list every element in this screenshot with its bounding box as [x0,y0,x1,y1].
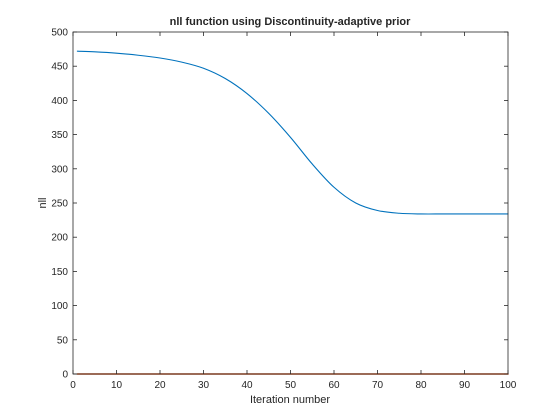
x-tick-label: 0 [70,380,76,391]
chart-title: nll function using Discontinuity-adaptiv… [170,16,412,28]
x-tick-label: 10 [111,380,123,391]
y-tick-label: 0 [62,370,68,381]
x-axis-label: Iteration number [250,394,330,406]
y-tick-label: 250 [51,199,68,210]
x-tick-label: 20 [154,380,166,391]
y-axis-label: nll [37,197,49,208]
x-tick-label: 70 [372,380,384,391]
x-tick-label: 90 [459,380,471,391]
x-tick-label: 50 [285,380,297,391]
y-tick-label: 500 [51,28,68,39]
x-tick-label: 30 [198,380,210,391]
series-line-1 [76,50,509,215]
y-tick-label: 100 [51,301,68,312]
y-tick-label: 400 [51,96,68,107]
y-tick-label: 50 [57,335,69,346]
ticks-layer: 0 10 20 30 40 50 60 70 80 90 100 0 50 100 150 200 250 300… [51,28,516,392]
x-tick-label: 40 [241,380,253,391]
y-tick-label: 300 [51,164,68,175]
x-tick-label: 100 [500,380,517,391]
y-tick-label: 150 [51,267,68,278]
plot-background [73,32,508,374]
y-tick-label: 450 [51,62,68,73]
x-tick-label: 80 [415,380,427,391]
y-tick-label: 200 [51,233,68,244]
y-tick-label: 350 [51,130,68,141]
x-tick-label: 60 [328,380,340,391]
